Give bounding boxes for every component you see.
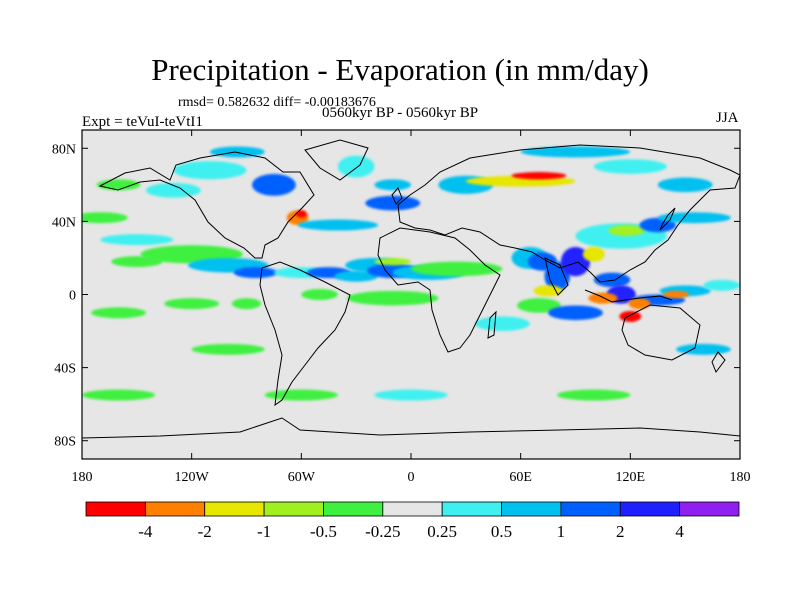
colorbar-swatch (85, 501, 146, 517)
colorbar-swatch (560, 501, 621, 517)
period-label: 0560kyr BP - 0560kyr BP (322, 105, 479, 121)
coast-british-isles (391, 187, 403, 205)
anomaly-region (301, 289, 338, 300)
colorbar-label: -2 (198, 522, 212, 541)
anomaly-region (520, 146, 631, 158)
colorbar-label: 2 (616, 522, 625, 541)
coast-africa (377, 227, 501, 353)
experiment-label: Expt = teVuI-teVtI1 (82, 114, 203, 130)
colorbar-label: -0.25 (365, 522, 400, 541)
anomaly-region (703, 279, 740, 291)
colorbar-label: 1 (557, 522, 566, 541)
anomaly-region (297, 219, 379, 231)
colorbar-label: 0.5 (491, 522, 512, 541)
anomaly-region (657, 212, 731, 224)
lat-tick-label: 40N (52, 215, 76, 230)
anomaly-region (251, 173, 296, 196)
anomaly-region (619, 310, 642, 322)
anomaly-region (365, 195, 421, 211)
anomaly-region (374, 179, 411, 191)
anomaly-region (111, 256, 163, 268)
anomaly-region (676, 343, 731, 355)
lon-tick-label: 120E (616, 470, 646, 485)
anomaly-region (82, 389, 156, 401)
lon-tick-label: 60W (288, 470, 316, 485)
colorbar-swatch (441, 501, 502, 517)
anomaly-region (173, 161, 247, 180)
anomaly-region (548, 305, 603, 321)
anomaly-region (608, 225, 645, 237)
colorbar-swatch (619, 501, 681, 517)
anomaly-region (474, 316, 530, 332)
anomaly-region (191, 343, 265, 355)
anomaly-region (164, 298, 220, 310)
coast-australia (621, 304, 701, 361)
anomaly-region (82, 212, 128, 224)
coastlines (82, 139, 740, 439)
chart-title: Precipitation - Evaporation (in mm/day) (151, 52, 649, 87)
anomaly-region (295, 210, 307, 218)
anomaly-region (657, 177, 713, 193)
colorbar-label: 0.25 (427, 522, 457, 541)
anomaly-region (337, 155, 375, 178)
lat-tick-label: 80S (54, 435, 76, 450)
anomaly-region (209, 146, 265, 158)
anomaly-region (593, 159, 667, 174)
lon-tick-label: 180 (730, 470, 751, 485)
anomaly-region (628, 298, 651, 310)
colorbar-swatch (263, 501, 324, 517)
season-label: JJA (716, 110, 739, 126)
stats-line: rmsd= 0.582632 diff= -0.00183676 (178, 95, 376, 110)
coast-greenland (304, 139, 369, 181)
colorbar-swatch (382, 501, 443, 517)
colorbar-label: -0.5 (310, 522, 337, 541)
coast-new-zealand (711, 351, 726, 374)
anomaly-region (374, 257, 411, 266)
colorbar-label: 4 (675, 522, 684, 541)
coast-indonesia (584, 289, 673, 303)
anomaly-region (233, 267, 278, 279)
lat-tick-label: 80N (52, 142, 76, 157)
colorbar-label: -4 (138, 522, 153, 541)
anomaly-field (82, 146, 740, 401)
anomaly-region (533, 285, 563, 297)
coast-antarctica (82, 417, 740, 439)
lon-tick-label: 60E (509, 470, 532, 485)
coast-north-america (98, 151, 315, 259)
anomaly-region (100, 234, 174, 246)
latitude-axis: 80N 40N 0 40S 80S (52, 142, 740, 450)
anomaly-region (639, 217, 677, 233)
lat-tick-label: 0 (69, 289, 76, 304)
anomaly-region (231, 298, 262, 310)
colorbar-swatch (323, 501, 384, 517)
anomaly-region (511, 172, 567, 180)
anomaly-region (411, 261, 503, 277)
coast-india (544, 257, 569, 296)
coast-eurasia (397, 144, 740, 283)
anomaly-region (91, 307, 146, 319)
anomaly-region (593, 272, 631, 288)
coast-madagascar (487, 310, 497, 339)
colorbar-swatch (501, 501, 562, 517)
anomaly-region (374, 389, 448, 401)
lon-tick-label: 180 (72, 470, 93, 485)
anomaly-region (347, 290, 439, 306)
anomaly-region (557, 389, 631, 401)
anomaly-region (582, 246, 605, 262)
coast-japan (659, 207, 676, 231)
lon-tick-label: 0 (408, 470, 415, 485)
longitude-axis: 180 120W 60W 0 60E 120E 180 (72, 130, 751, 485)
colorbar: -4 -2 -1 -0.5 -0.25 0.25 0.5 1 2 4 (85, 501, 740, 541)
lon-tick-label: 120W (175, 470, 210, 485)
colorbar-swatch (204, 501, 265, 517)
anomaly-region (517, 298, 561, 313)
anomaly-region (663, 290, 689, 299)
lat-tick-label: 40S (54, 362, 76, 377)
colorbar-swatch (679, 501, 740, 517)
coast-south-america (259, 261, 351, 407)
colorbar-swatch (144, 501, 206, 517)
colorbar-label: -1 (257, 522, 271, 541)
anomaly-region (334, 270, 379, 282)
